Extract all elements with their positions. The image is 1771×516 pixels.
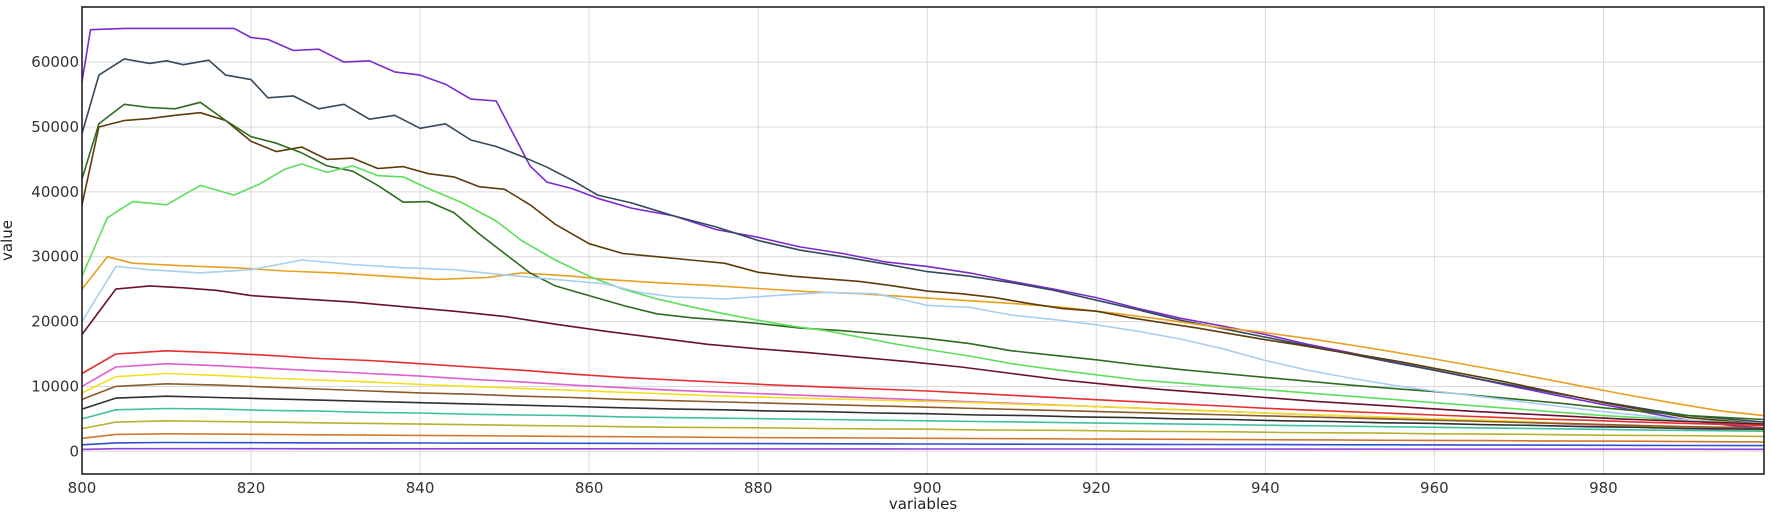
x-axis-title: variables bbox=[889, 495, 958, 513]
series-line bbox=[81, 259, 1765, 427]
x-tick-label: 800 bbox=[68, 479, 97, 497]
x-axis-ticks: 800 820 840 860 880 900 920 940 960 980 bbox=[68, 479, 1618, 497]
series-line bbox=[81, 432, 1765, 443]
y-tick-label: 20000 bbox=[31, 313, 79, 331]
x-tick-label: 960 bbox=[1420, 479, 1449, 497]
series-line bbox=[81, 395, 1765, 430]
series-line bbox=[81, 447, 1765, 451]
x-tick-label: 860 bbox=[575, 479, 604, 497]
series-line bbox=[81, 58, 1765, 423]
plot-frame bbox=[81, 6, 1765, 475]
series-line bbox=[81, 285, 1765, 425]
x-tick-label: 840 bbox=[406, 479, 435, 497]
series-line bbox=[81, 441, 1765, 447]
y-axis-ticks: 0 10000 20000 30000 40000 50000 60000 bbox=[31, 53, 79, 460]
y-tick-label: 0 bbox=[69, 442, 79, 460]
series-line bbox=[81, 111, 1765, 425]
y-tick-label: 40000 bbox=[31, 183, 79, 201]
grid-lines bbox=[81, 7, 1764, 474]
series-line bbox=[81, 255, 1765, 417]
x-tick-label: 920 bbox=[1082, 479, 1111, 497]
series-line bbox=[81, 163, 1765, 425]
series-layer bbox=[81, 27, 1765, 451]
x-tick-label: 980 bbox=[1589, 479, 1618, 497]
x-tick-label: 900 bbox=[913, 479, 942, 497]
series-line bbox=[81, 419, 1765, 438]
series-line bbox=[81, 349, 1765, 427]
series-line bbox=[81, 101, 1765, 421]
y-axis-title: value bbox=[0, 220, 16, 261]
series-line bbox=[81, 407, 1765, 432]
x-tick-label: 820 bbox=[237, 479, 266, 497]
y-tick-label: 30000 bbox=[31, 248, 79, 266]
x-tick-label: 880 bbox=[744, 479, 773, 497]
series-line bbox=[81, 27, 1765, 429]
y-tick-label: 50000 bbox=[31, 118, 79, 136]
series-line bbox=[81, 382, 1765, 429]
series-line bbox=[81, 372, 1765, 431]
x-tick-label: 940 bbox=[1251, 479, 1280, 497]
y-tick-label: 60000 bbox=[31, 53, 79, 71]
y-tick-label: 10000 bbox=[31, 377, 79, 395]
